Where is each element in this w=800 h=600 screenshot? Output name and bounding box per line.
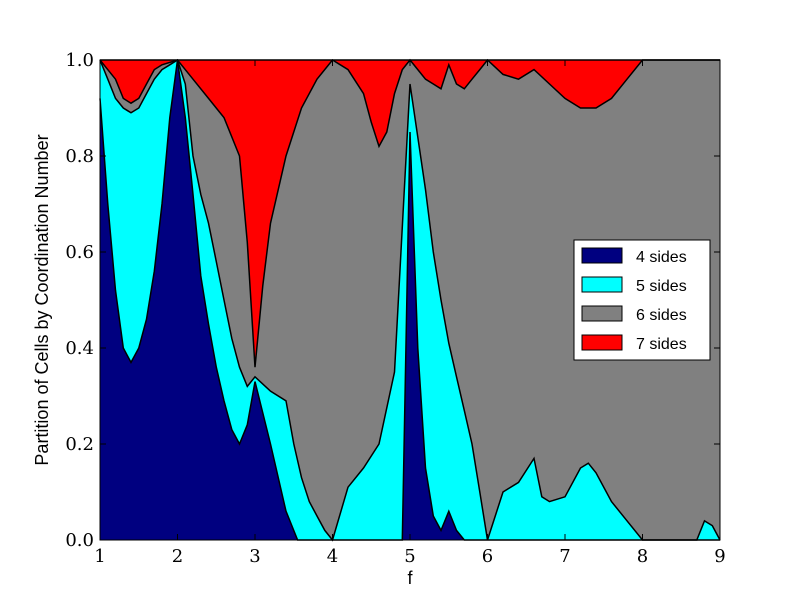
axis-ticks (99, 59, 721, 541)
stacked-areas (100, 60, 720, 540)
boundary-4-sides (99, 59, 720, 541)
legend-label: 4 sides (636, 249, 687, 266)
legend-label: 5 sides (636, 278, 687, 295)
x-tick-label: 3 (249, 546, 260, 567)
x-tick-labels: 1 2 3 4 5 6 7 8 9 (94, 546, 725, 567)
y-tick-label: 0.0 (65, 530, 94, 551)
x-tick-label: 6 (482, 546, 493, 567)
x-tick-label: 9 (714, 546, 725, 567)
y-axis-label: Partition of Cells by Coordination Numbe… (32, 134, 52, 465)
y-tick-label: 0.8 (65, 146, 94, 167)
legend-swatch (581, 334, 623, 351)
legend-swatch (581, 247, 623, 264)
legend-label: 7 sides (636, 336, 687, 353)
y-tick-label: 0.6 (65, 242, 94, 263)
y-tick-label: 0.4 (65, 338, 94, 359)
x-tick-label: 4 (327, 546, 338, 567)
legend: 4 sides 5 sides 6 sides 7 sides (573, 239, 711, 361)
y-tick-label: 0.2 (65, 434, 94, 455)
area-4-sides (100, 60, 720, 540)
x-tick-label: 2 (172, 546, 183, 567)
legend-label: 6 sides (636, 307, 687, 324)
x-tick-label: 1 (94, 546, 105, 567)
x-tick-label: 7 (559, 546, 570, 567)
x-axis-label: f (407, 568, 413, 588)
x-tick-label: 5 (404, 546, 415, 567)
y-tick-labels: 0.0 0.2 0.4 0.6 0.8 1.0 (65, 50, 94, 551)
y-tick-label: 1.0 (65, 50, 94, 71)
x-tick-label: 8 (637, 546, 648, 567)
legend-swatch (581, 305, 623, 322)
legend-swatch (581, 276, 623, 293)
boundary-6-sides (99, 58, 720, 368)
